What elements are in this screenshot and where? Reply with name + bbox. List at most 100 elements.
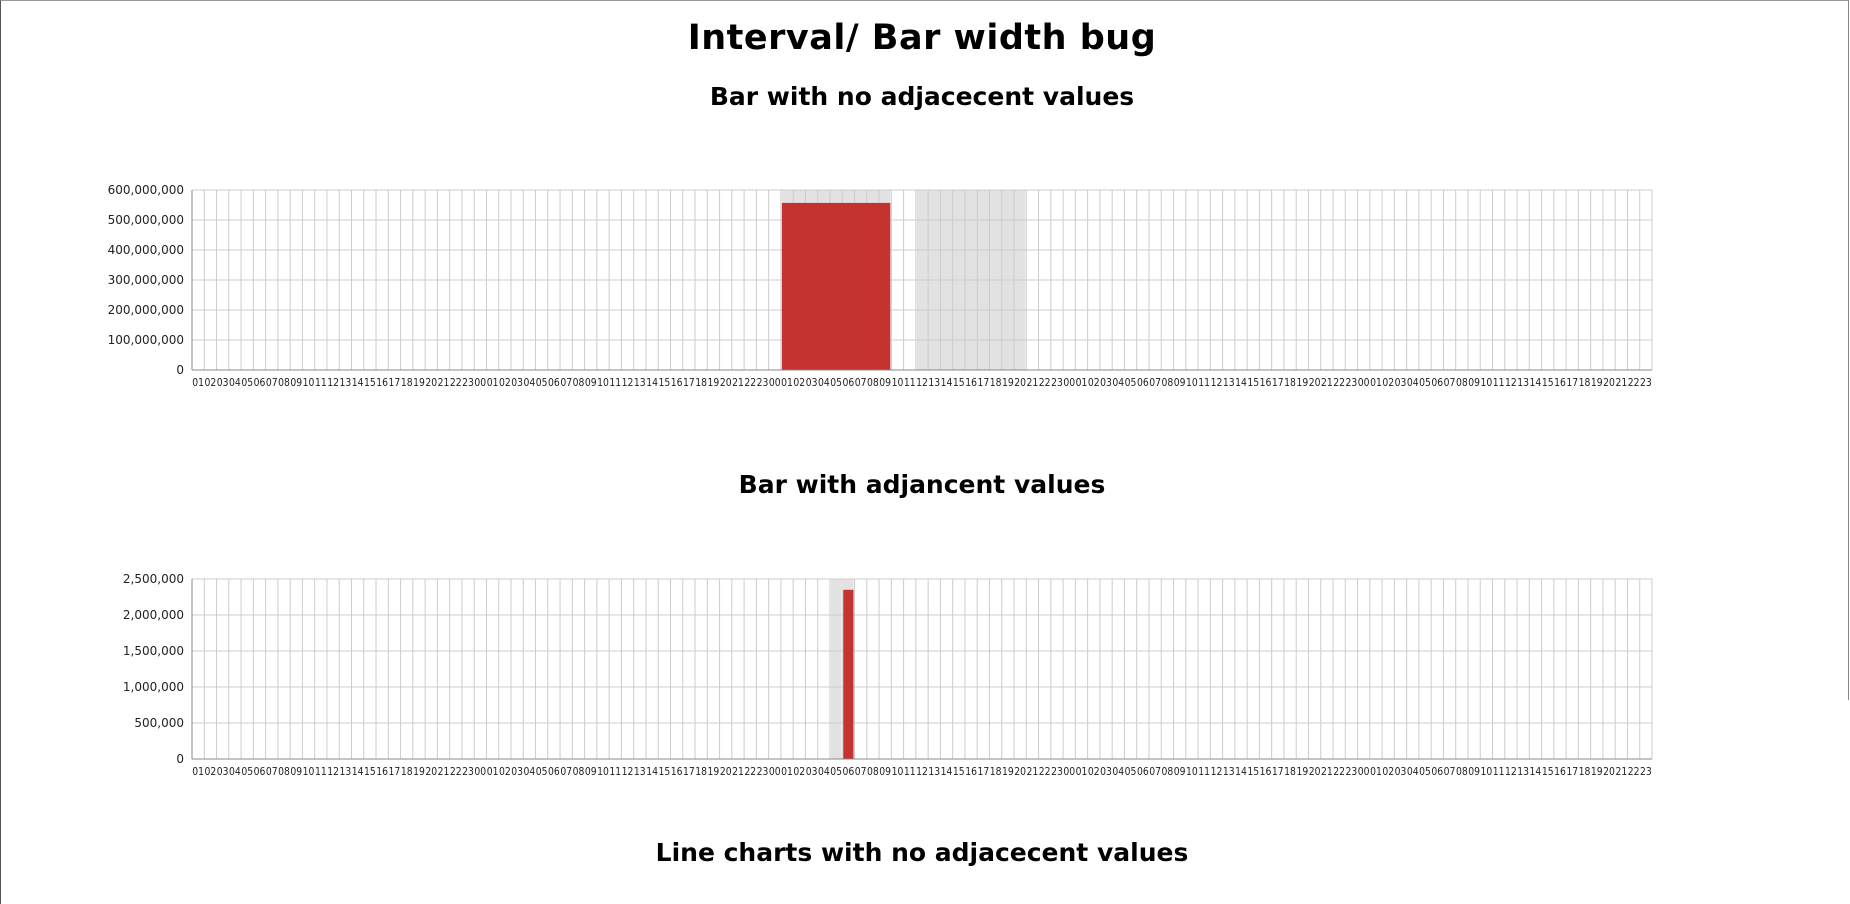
x-tick-label: 06 bbox=[1137, 765, 1149, 778]
x-tick-label: 18 bbox=[990, 376, 1002, 389]
x-tick-label: 20 bbox=[1603, 765, 1615, 778]
x-tick-label: 08 bbox=[867, 765, 879, 778]
x-tick-label: 08 bbox=[867, 376, 879, 389]
x-tick-label: 23 bbox=[462, 765, 474, 778]
x-tick-label: 00 bbox=[1063, 376, 1075, 389]
x-tick-label: 18 bbox=[1284, 376, 1296, 389]
x-tick-label: 21 bbox=[1321, 765, 1333, 778]
x-tick-label: 12 bbox=[1211, 765, 1223, 778]
x-tick-label: 18 bbox=[401, 376, 413, 389]
x-tick-label: 23 bbox=[757, 765, 769, 778]
x-tick-label: 22 bbox=[1628, 765, 1640, 778]
x-tick-label: 06 bbox=[1137, 376, 1149, 389]
x-tick-label: 03 bbox=[806, 376, 818, 389]
x-tick-label: 08 bbox=[1161, 376, 1173, 389]
x-tick-label: 15 bbox=[1542, 376, 1554, 389]
x-tick-label: 11 bbox=[904, 765, 916, 778]
x-tick-label: 16 bbox=[671, 765, 683, 778]
x-tick-label: 11 bbox=[1493, 765, 1505, 778]
x-tick-label: 02 bbox=[1088, 765, 1100, 778]
x-tick-label: 04 bbox=[229, 376, 241, 389]
x-tick-label: 10 bbox=[1480, 376, 1492, 389]
x-tick-label: 19 bbox=[413, 765, 425, 778]
x-tick-label: 20 bbox=[1014, 765, 1026, 778]
x-tick-label: 04 bbox=[1112, 765, 1124, 778]
x-tick-label: 17 bbox=[977, 765, 989, 778]
x-tick-label: 02 bbox=[1382, 765, 1394, 778]
x-tick-label: 13 bbox=[339, 376, 351, 389]
x-tick-label: 11 bbox=[315, 376, 327, 389]
x-tick-label: 17 bbox=[683, 765, 695, 778]
x-tick-label: 11 bbox=[1493, 376, 1505, 389]
x-tick-label: 23 bbox=[1346, 376, 1358, 389]
x-tick-label: 01 bbox=[487, 765, 499, 778]
x-tick-label: 20 bbox=[425, 765, 437, 778]
x-tick-label: 17 bbox=[1566, 765, 1578, 778]
x-tick-label: 14 bbox=[1235, 765, 1247, 778]
x-tick-label: 13 bbox=[928, 765, 940, 778]
x-tick-label: 09 bbox=[290, 376, 302, 389]
x-tick-label: 13 bbox=[928, 376, 940, 389]
x-tick-label: 14 bbox=[646, 765, 658, 778]
x-tick-label: 14 bbox=[941, 765, 953, 778]
x-tick-label: 01 bbox=[1076, 765, 1088, 778]
y-tick-label: 500,000 bbox=[134, 716, 184, 730]
x-tick-label: 18 bbox=[1579, 765, 1591, 778]
x-tick-label: 18 bbox=[990, 765, 1002, 778]
x-tick-label: 22 bbox=[1333, 376, 1345, 389]
x-tick-label: 23 bbox=[462, 376, 474, 389]
x-tick-label: 14 bbox=[646, 376, 658, 389]
x-tick-label: 21 bbox=[438, 765, 450, 778]
x-tick-label: 11 bbox=[1198, 765, 1210, 778]
x-tick-label: 00 bbox=[474, 376, 486, 389]
x-tick-label: 14 bbox=[352, 376, 364, 389]
x-tick-label: 12 bbox=[327, 765, 339, 778]
x-tick-label: 12 bbox=[916, 765, 928, 778]
x-tick-label: 09 bbox=[585, 765, 597, 778]
x-tick-label: 05 bbox=[830, 376, 842, 389]
x-tick-label: 23 bbox=[1640, 765, 1652, 778]
y-tick-label: 400,000,000 bbox=[108, 243, 184, 257]
y-tick-label: 600,000,000 bbox=[108, 183, 184, 197]
x-tick-label: 19 bbox=[1591, 376, 1603, 389]
x-tick-label: 00 bbox=[769, 765, 781, 778]
x-tick-label: 15 bbox=[364, 376, 376, 389]
x-tick-label: 22 bbox=[744, 765, 756, 778]
x-tick-label: 09 bbox=[290, 765, 302, 778]
chart-1-title: Bar with no adjacecent values bbox=[709, 82, 1135, 111]
highlight-band bbox=[830, 579, 842, 759]
x-tick-label: 21 bbox=[1027, 376, 1039, 389]
x-tick-label: 01 bbox=[781, 376, 793, 389]
x-tick-label: 05 bbox=[1125, 765, 1137, 778]
x-tick-label: 03 bbox=[1395, 376, 1407, 389]
x-tick-label: 23 bbox=[1051, 376, 1063, 389]
x-tick-label: 03 bbox=[217, 765, 229, 778]
y-tick-label: 200,000,000 bbox=[108, 303, 184, 317]
x-tick-label: 15 bbox=[658, 376, 670, 389]
x-tick-label: 21 bbox=[732, 765, 744, 778]
x-tick-label: 17 bbox=[977, 376, 989, 389]
bar bbox=[781, 202, 891, 370]
x-tick-label: 12 bbox=[916, 376, 928, 389]
x-tick-label: 16 bbox=[1260, 765, 1272, 778]
x-tick-label: 01 bbox=[192, 376, 204, 389]
x-tick-label: 22 bbox=[1333, 765, 1345, 778]
x-tick-label: 19 bbox=[708, 376, 720, 389]
x-tick-label: 03 bbox=[1100, 765, 1112, 778]
x-tick-label: 09 bbox=[1468, 376, 1480, 389]
x-tick-label: 10 bbox=[1186, 376, 1198, 389]
y-tick-label: 1,500,000 bbox=[123, 644, 184, 658]
x-tick-label: 05 bbox=[830, 765, 842, 778]
x-tick-label: 10 bbox=[597, 376, 609, 389]
x-tick-label: 04 bbox=[1407, 376, 1419, 389]
x-tick-label: 20 bbox=[1309, 376, 1321, 389]
x-tick-label: 19 bbox=[413, 376, 425, 389]
x-tick-label: 14 bbox=[941, 376, 953, 389]
x-tick-label: 03 bbox=[217, 376, 229, 389]
x-tick-label: 06 bbox=[1431, 765, 1443, 778]
x-tick-label: 12 bbox=[1505, 765, 1517, 778]
x-tick-label: 10 bbox=[1480, 765, 1492, 778]
x-tick-label: 17 bbox=[389, 376, 401, 389]
y-tick-label: 100,000,000 bbox=[108, 333, 184, 347]
